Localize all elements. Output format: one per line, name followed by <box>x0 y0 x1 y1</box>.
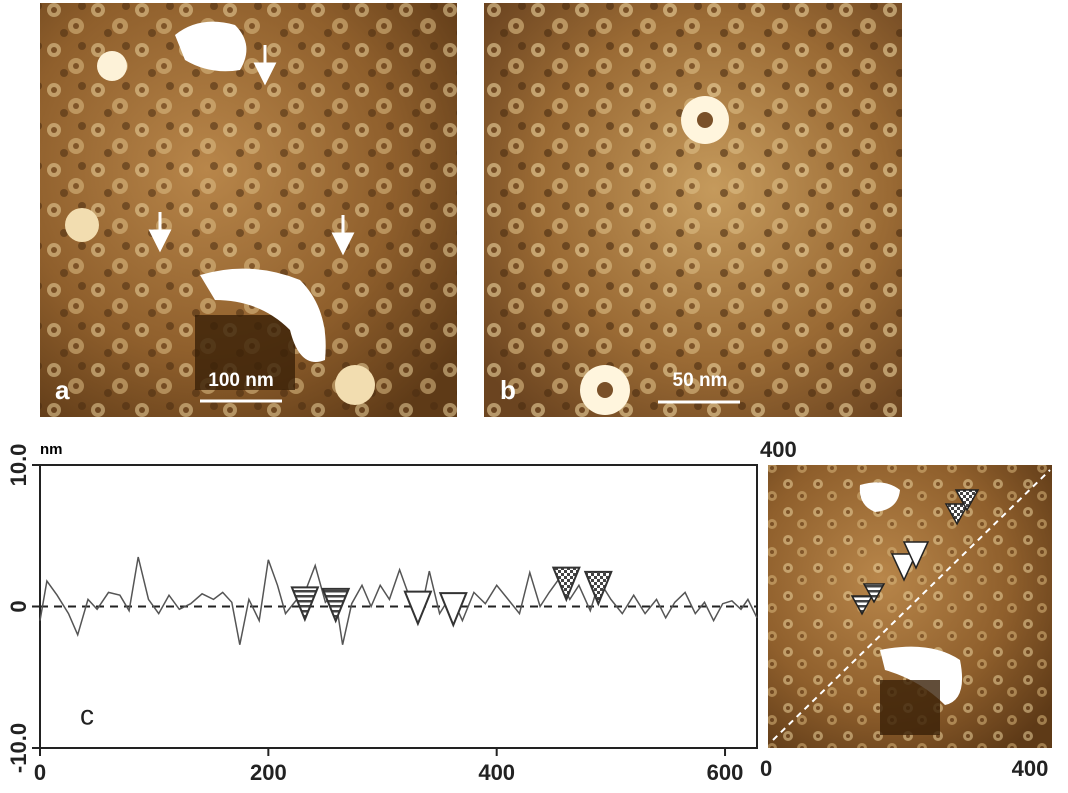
particle <box>65 208 99 242</box>
x-tick-label: 0 <box>34 760 46 785</box>
x-tick-label: 200 <box>250 760 287 785</box>
particle <box>597 382 613 398</box>
scale-bar-label: 100 nm <box>208 370 273 391</box>
profile-marker <box>403 590 433 627</box>
y-tick-label: -10.0 <box>6 723 31 773</box>
y-unit: nm <box>40 441 63 458</box>
panel-label: b <box>500 375 516 405</box>
particle <box>859 482 900 512</box>
inset-axis-label: 0 <box>760 756 772 781</box>
profile-marker <box>438 592 468 628</box>
inset: 400 0 400 <box>760 437 1052 781</box>
particle <box>200 268 326 362</box>
particle <box>175 21 247 72</box>
y-tick-label: 10.0 <box>6 444 31 487</box>
arrows <box>148 45 355 256</box>
x-tick-label: 400 <box>478 760 515 785</box>
particle <box>880 646 963 705</box>
profile-marker <box>321 587 351 624</box>
dark-region <box>880 680 940 735</box>
x-tick-label: 600 <box>707 760 744 785</box>
inset-axis-label: 400 <box>1012 756 1049 781</box>
particle <box>697 112 713 128</box>
inset-markers <box>850 489 980 616</box>
particle <box>335 365 375 405</box>
particle <box>97 51 127 81</box>
profile-line <box>772 469 1051 741</box>
afm-texture <box>484 3 902 417</box>
scale-bar-label: 50 nm <box>673 370 728 391</box>
panel-a: a 100 nm <box>40 3 457 417</box>
panel-label: a <box>55 375 70 405</box>
inset-axis-label: 400 <box>760 437 797 462</box>
panel-b: b 50 nm <box>484 3 902 417</box>
panel-label: c <box>80 699 94 730</box>
profile-marker <box>583 570 613 607</box>
profile-marker <box>290 586 320 623</box>
profile-line <box>39 556 758 645</box>
y-tick-label: 0 <box>6 600 31 612</box>
dark-region <box>195 315 295 390</box>
profile-marker <box>551 566 581 603</box>
